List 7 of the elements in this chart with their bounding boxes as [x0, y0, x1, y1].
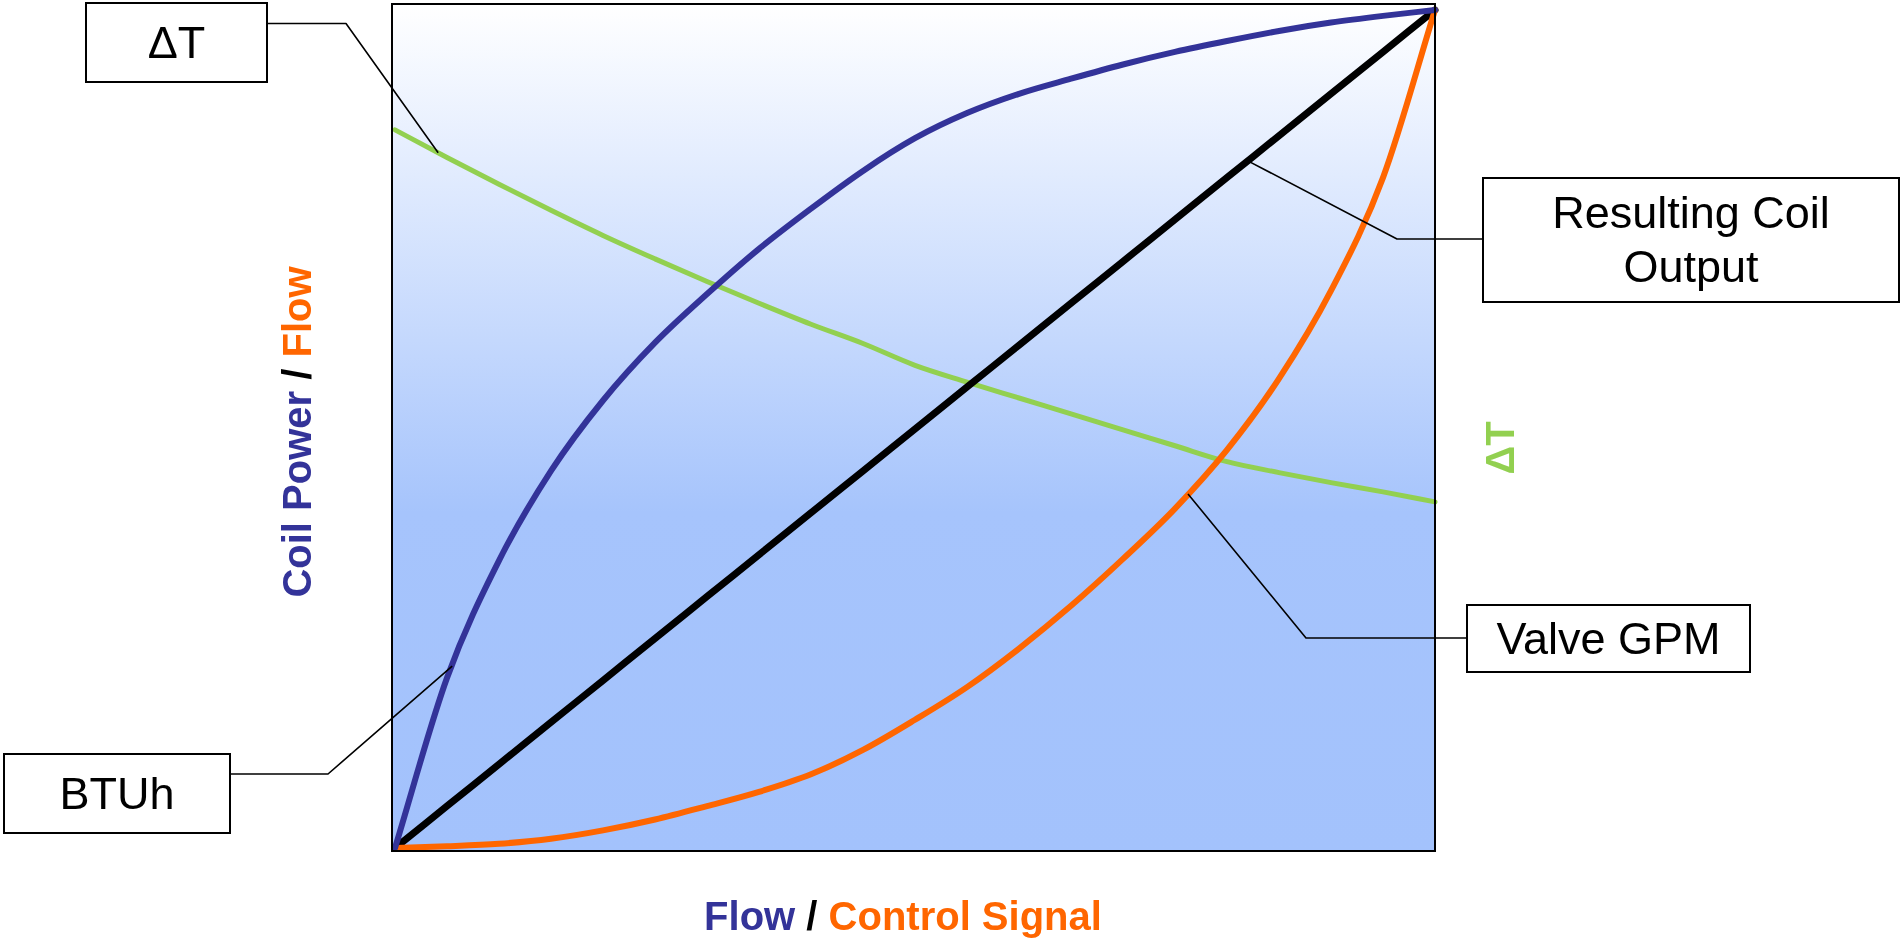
text: BTUh: [59, 766, 175, 821]
y-axis-title: Coil Power / Flow: [275, 266, 319, 598]
text: Valve GPM: [1496, 611, 1721, 666]
y2-axis-title: ΔT: [1478, 421, 1522, 475]
text: Resulting Coil Output: [1551, 186, 1831, 294]
text: ΔT: [147, 15, 206, 70]
x-axis-title: Flow / Control Signal: [704, 894, 1102, 938]
